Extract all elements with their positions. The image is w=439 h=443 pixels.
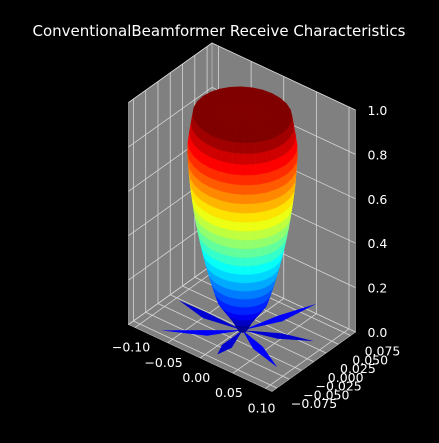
surface-face-610 <box>243 194 257 205</box>
surface-face-555 <box>250 289 259 300</box>
surface-face-586 <box>232 212 245 223</box>
surface-face-614 <box>243 153 256 165</box>
surface-face-603 <box>243 257 254 267</box>
surface-face-613 <box>243 163 257 176</box>
y-tick-label-5: −0.050 <box>303 387 349 402</box>
surface-face-585 <box>232 221 245 232</box>
surface-face-602 <box>243 265 254 275</box>
surface-face-643 <box>242 108 283 138</box>
z-grid-left-5 <box>128 42 213 103</box>
z-tick-label-4: 0.8 <box>368 147 388 162</box>
x-tick-label-4: 0.10 <box>248 401 276 416</box>
beam-surface <box>160 86 317 368</box>
z-tick-label-5: 1.0 <box>368 103 388 118</box>
surface-face-580 <box>234 265 244 275</box>
surface-face-607 <box>243 221 256 232</box>
sidelobe-6 <box>217 330 243 355</box>
surface-face-577 <box>235 290 244 300</box>
y-grid-floor-4 <box>157 303 302 371</box>
surface-face-611 <box>243 184 257 195</box>
z-grid-left-0 <box>128 264 213 325</box>
surface-face-609 <box>243 203 256 214</box>
x-tick-label-2: 0.00 <box>182 370 210 385</box>
surface-face-589 <box>231 183 245 195</box>
surface-face-588 <box>231 193 245 205</box>
z-tick-label-0: 0.0 <box>368 325 388 340</box>
y-tick-label-4: −0.025 <box>316 379 362 394</box>
surface-face-575 <box>236 306 244 316</box>
surface-face-591 <box>231 163 245 176</box>
sidelobe-7 <box>242 330 278 368</box>
surface-face-590 <box>231 174 245 186</box>
y-tick-label-0: 0.075 <box>365 344 401 359</box>
z-grid-back-5 <box>211 42 356 111</box>
surface-face-587 <box>231 202 245 214</box>
surface-face-600 <box>243 282 253 292</box>
surface-face-584 <box>232 230 245 241</box>
z-grid-left-4 <box>128 87 213 148</box>
x-tick-label-1: −0.05 <box>144 355 182 370</box>
surface-face-597 <box>243 306 250 316</box>
surface-face-583 <box>232 239 244 250</box>
z-tick-label-2: 0.4 <box>368 236 388 251</box>
surface-face-608 <box>243 212 256 223</box>
surface-face-599 <box>243 290 252 300</box>
axes-ticks: −0.10−0.050.000.050.100.0750.0500.0250.0… <box>112 103 401 416</box>
surface-face-605 <box>243 239 255 250</box>
surface-face-579 <box>234 273 244 284</box>
surface-face-556 <box>251 281 260 292</box>
sidelobe-1 <box>242 303 317 331</box>
y-tick-label-3: 0.000 <box>328 370 364 385</box>
surface-face-592 <box>231 152 245 165</box>
z-tick-label-1: 0.2 <box>368 281 388 296</box>
surface-face-571 <box>254 140 267 154</box>
sidelobe-4 <box>179 300 243 331</box>
y-tick-label-1: 0.050 <box>352 352 388 367</box>
surface-face-578 <box>234 282 244 292</box>
x-tick-label-3: 0.05 <box>215 385 243 400</box>
surface-face-612 <box>243 174 257 186</box>
surface-face-570 <box>255 151 267 165</box>
y-grid-floor-5 <box>145 311 290 380</box>
surface-face-598 <box>243 298 251 308</box>
surface-face-576 <box>236 298 244 308</box>
y-tick-label-2: 0.025 <box>340 361 376 376</box>
surface-face-569 <box>255 162 268 175</box>
surface-face-604 <box>243 248 255 258</box>
surface-face-615 <box>243 142 256 154</box>
y-tick-label-6: −0.075 <box>291 396 337 411</box>
sidelobe-0 <box>242 330 315 342</box>
surface-face-606 <box>243 230 256 241</box>
chart-title: ConventionalBeamformer Receive Character… <box>33 22 406 40</box>
surface-face-601 <box>243 274 253 284</box>
surface-face-582 <box>233 247 244 258</box>
y-grid-floor-6 <box>133 320 278 389</box>
x-tick-label-0: −0.10 <box>112 340 150 355</box>
surface-face-581 <box>233 256 244 267</box>
sidelobe-5 <box>160 330 243 336</box>
surface-face-593 <box>232 141 245 154</box>
z-tick-label-3: 0.6 <box>368 192 388 207</box>
